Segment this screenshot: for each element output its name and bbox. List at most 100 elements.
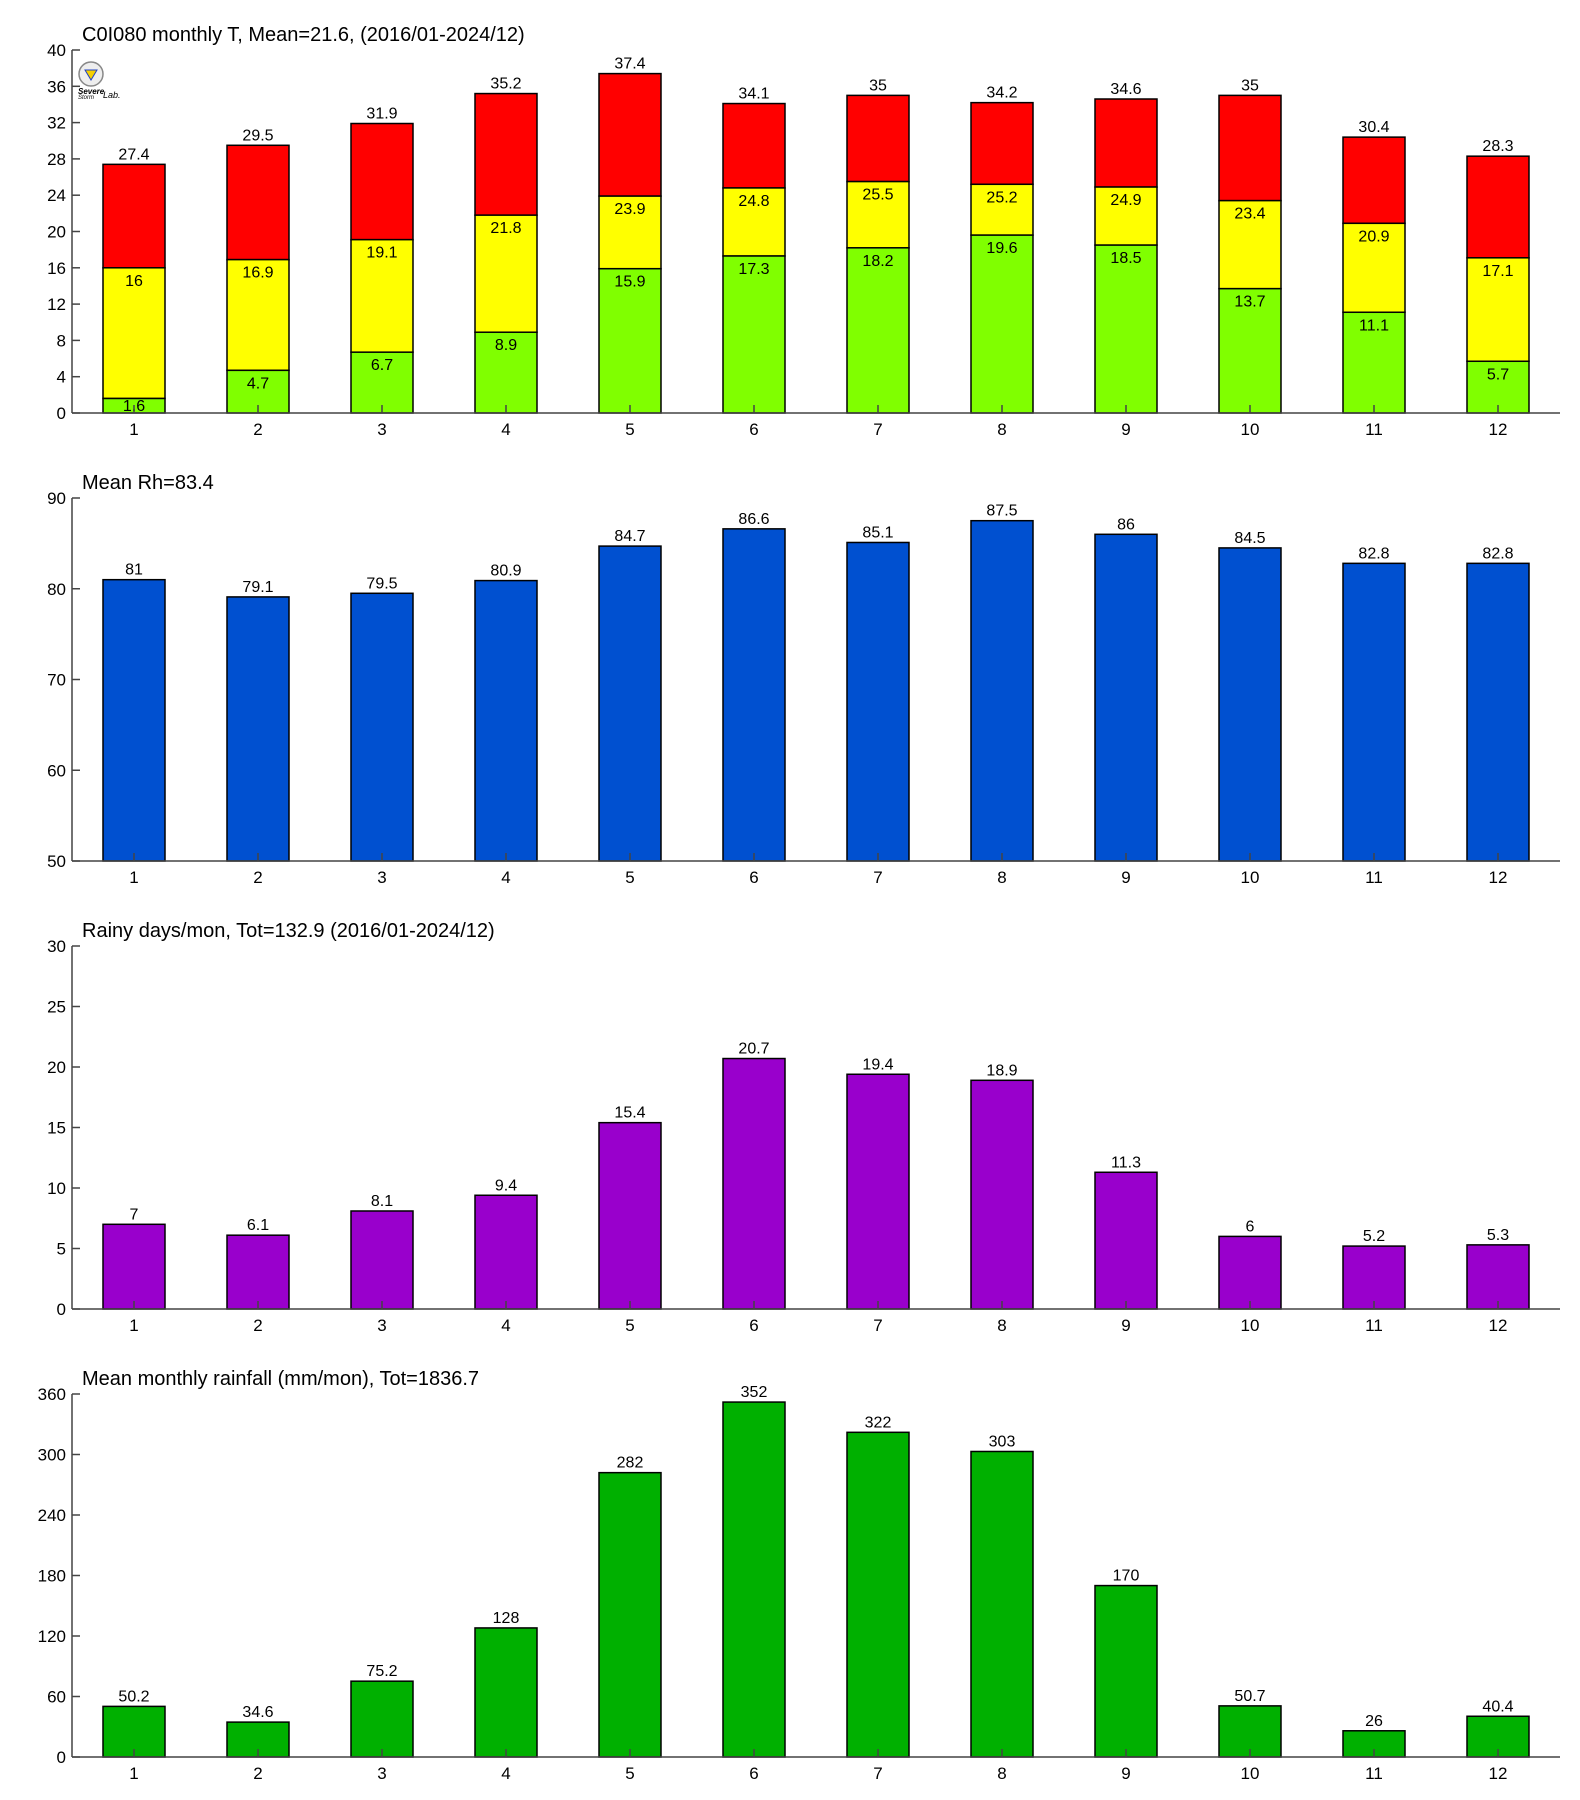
x-tick-label: 4 — [501, 868, 510, 887]
x-tick-label: 8 — [997, 1316, 1006, 1335]
bar — [1466, 1244, 1530, 1310]
data-label-min: 15.9 — [614, 274, 645, 291]
bar-min — [1342, 311, 1406, 414]
bar-max — [722, 102, 786, 189]
data-label: 15.4 — [614, 1105, 645, 1122]
x-tick-label: 12 — [1489, 1316, 1508, 1335]
data-label: 19.4 — [862, 1056, 893, 1073]
bar-max — [1466, 155, 1530, 259]
x-tick-label: 1 — [129, 420, 138, 439]
x-tick-label: 11 — [1365, 420, 1383, 439]
x-tick-label: 7 — [873, 1764, 882, 1783]
data-label-min: 8.9 — [495, 337, 517, 354]
x-tick-label: 5 — [625, 1316, 634, 1335]
data-label: 6.1 — [247, 1217, 269, 1234]
bar — [474, 579, 538, 862]
data-label: 79.5 — [366, 575, 397, 592]
data-label-max: 31.9 — [366, 106, 397, 123]
bar-mean — [722, 187, 786, 257]
y-tick-label: 180 — [38, 1567, 66, 1586]
data-label-max: 29.5 — [242, 127, 273, 144]
bar — [598, 1471, 662, 1758]
bar — [1094, 533, 1158, 862]
bar-min — [1218, 287, 1282, 414]
y-tick-label: 20 — [47, 223, 66, 242]
x-tick-label: 5 — [625, 420, 634, 439]
data-label: 84.7 — [614, 528, 645, 545]
x-tick-label: 2 — [253, 868, 262, 887]
y-tick-label: 15 — [47, 1119, 66, 1138]
x-tick-label: 1 — [129, 1764, 138, 1783]
data-label: 5.2 — [1363, 1228, 1385, 1245]
data-label: 50.2 — [118, 1688, 149, 1705]
data-label-mean: 24.9 — [1110, 192, 1141, 209]
data-label: 75.2 — [366, 1663, 397, 1680]
y-tick-label: 70 — [47, 671, 66, 690]
data-label-mean: 20.9 — [1358, 228, 1389, 245]
data-label: 5.3 — [1487, 1227, 1509, 1244]
data-label-max: 34.2 — [986, 85, 1017, 102]
x-tick-label: 2 — [253, 420, 262, 439]
bar-min — [474, 331, 538, 414]
bar — [722, 1401, 786, 1758]
data-label-mean: 19.1 — [366, 245, 397, 262]
data-label: 40.4 — [1482, 1698, 1513, 1715]
data-label: 86.6 — [738, 511, 769, 528]
bar — [1094, 1171, 1158, 1310]
data-label-mean: 24.8 — [738, 193, 769, 210]
data-label: 6 — [1246, 1218, 1255, 1235]
bar — [102, 1223, 166, 1310]
y-tick-label: 0 — [57, 404, 66, 423]
x-tick-label: 3 — [377, 1764, 386, 1783]
x-tick-label: 11 — [1365, 868, 1383, 887]
data-label: 11.3 — [1111, 1154, 1141, 1171]
data-label: 20.7 — [738, 1041, 769, 1058]
data-label-mean: 16 — [125, 273, 143, 290]
data-label: 170 — [1113, 1568, 1140, 1585]
x-tick-label: 11 — [1365, 1316, 1383, 1335]
bar-mean — [1094, 186, 1158, 246]
y-tick-label: 5 — [57, 1240, 66, 1259]
y-tick-label: 10 — [47, 1179, 66, 1198]
data-label: 87.5 — [986, 503, 1017, 520]
data-label-mean: 25.2 — [986, 189, 1017, 206]
data-label-max: 34.1 — [738, 86, 769, 103]
logo-seal-emblem — [84, 69, 98, 81]
bar-mean — [1218, 199, 1282, 290]
bar-max — [846, 94, 910, 183]
x-tick-label: 10 — [1241, 868, 1260, 887]
data-label-min: 18.2 — [862, 253, 893, 270]
x-tick-label: 3 — [377, 868, 386, 887]
data-label-mean: 21.8 — [490, 220, 521, 237]
data-label: 80.9 — [490, 563, 521, 580]
y-tick-label: 90 — [47, 489, 66, 508]
bar-max — [474, 92, 538, 216]
x-tick-label: 6 — [749, 420, 758, 439]
data-label-min: 6.7 — [371, 357, 393, 374]
x-tick-label: 6 — [749, 868, 758, 887]
x-tick-label: 10 — [1241, 1316, 1260, 1335]
x-tick-label: 4 — [501, 1764, 510, 1783]
y-tick-label: 24 — [47, 186, 66, 205]
data-label: 50.7 — [1234, 1688, 1265, 1705]
bar — [846, 1431, 910, 1758]
bar — [474, 1627, 538, 1758]
data-label-min: 13.7 — [1234, 294, 1265, 311]
bar-max — [1342, 136, 1406, 225]
x-tick-label: 7 — [873, 1316, 882, 1335]
x-tick-label: 9 — [1121, 1316, 1130, 1335]
bar — [350, 1680, 414, 1758]
chart-title: C0I080 monthly T, Mean=21.6, (2016/01-20… — [82, 24, 525, 46]
bar-mean — [1466, 257, 1530, 363]
bar — [226, 1234, 290, 1310]
bar-mean — [970, 183, 1034, 236]
data-label-mean: 16.9 — [242, 265, 273, 282]
bar-mean — [226, 258, 290, 372]
y-tick-label: 240 — [38, 1506, 66, 1525]
bar-min — [722, 255, 786, 414]
bar-max — [1094, 98, 1158, 188]
data-label: 303 — [989, 1433, 1016, 1450]
data-label: 26 — [1365, 1713, 1383, 1730]
bar-min — [1466, 360, 1530, 414]
x-tick-label: 4 — [501, 420, 510, 439]
